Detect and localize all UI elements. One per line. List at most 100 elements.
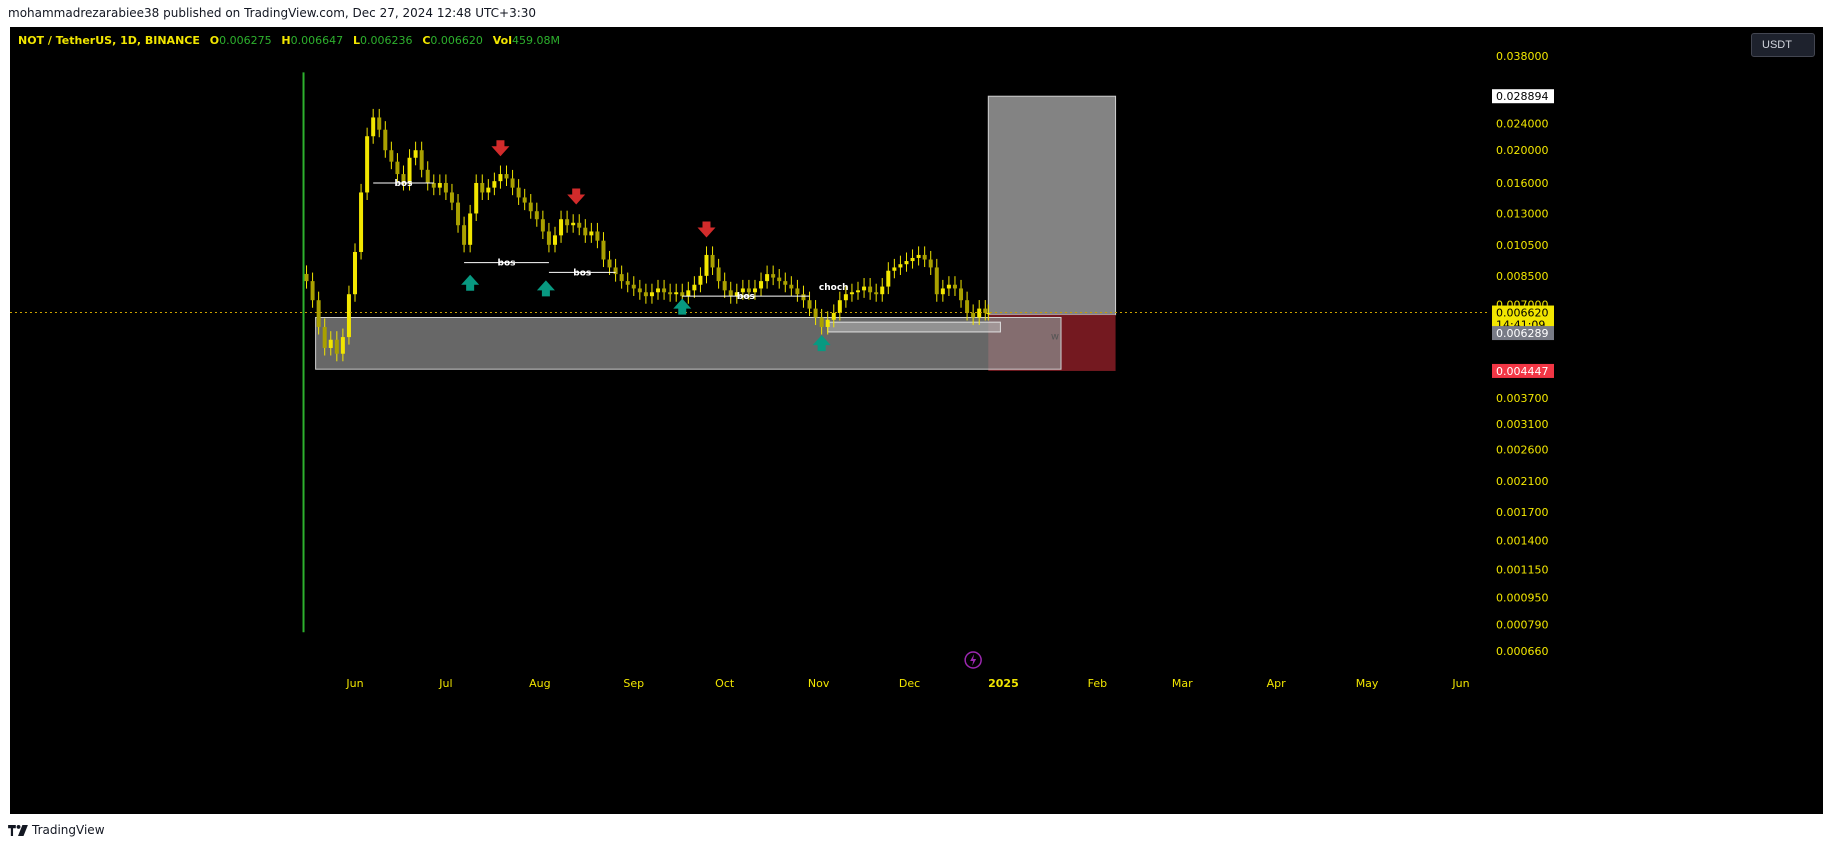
price-tick-label: 0.001400 [1496,535,1549,548]
candle [886,262,891,295]
candle [759,272,764,296]
time-tick-label: Sep [623,677,644,690]
small-zone [827,321,1001,333]
candle [940,279,945,302]
price-tag-text: 0.006289 [1496,327,1549,340]
candle [904,252,909,272]
candle [825,311,830,335]
time-tick-label: Apr [1267,677,1287,690]
candle [389,141,394,170]
low-label: L [352,34,360,47]
currency-button[interactable]: USDT [1751,33,1815,57]
candle [589,222,594,243]
candle [789,276,794,296]
candle [419,141,424,178]
price-tick-label: 0.008500 [1496,270,1549,283]
candle [552,226,557,253]
low-value: 0.006236 [360,34,413,47]
candle [443,174,448,200]
price-tick-label: 0.003100 [1496,418,1549,431]
time-tick-label: May [1356,677,1379,690]
bos-label: bos [737,292,755,302]
candle [340,328,345,362]
candle [856,281,861,300]
time-tick-label: Jun [1451,677,1469,690]
candle [716,258,721,289]
chart-area[interactable]: bos bos bos bos choch w 0.038000 0.024000 0.0200… [10,27,1823,814]
bos-label: bos [394,179,412,189]
candle [934,258,939,302]
vol-label: Vol [492,34,513,47]
price-tick-label: 0.010500 [1496,239,1549,252]
candle [928,250,933,275]
price-tag-text: 0.004447 [1496,365,1549,378]
candle [625,272,630,293]
candle [868,278,873,300]
candle [413,141,418,166]
candle [849,283,854,302]
candle [310,272,315,308]
candle [425,161,430,191]
candle [383,121,388,158]
candle [353,243,357,302]
time-tick-label: Aug [529,677,550,690]
time-tick-label: Jul [438,677,452,690]
up-arrow-icon [812,335,831,352]
price-tick-label: 0.024000 [1496,117,1549,130]
candle [631,276,636,296]
candle [965,291,970,321]
footer-brand[interactable]: TradingView [32,823,105,837]
candle [922,246,927,268]
up-arrow-icon [461,274,480,291]
candle [959,279,964,308]
candle [449,183,454,211]
candle [698,267,703,293]
candle [880,278,885,302]
candle [607,250,612,275]
candle [686,281,691,304]
price-tick-label: 0.000950 [1496,592,1549,605]
lightning-icon [964,651,982,669]
candle [710,246,715,275]
candle [522,188,527,211]
bos-label: bos [573,268,591,278]
candle [431,174,436,196]
price-tick-label: 0.002100 [1496,475,1549,488]
candle [559,210,564,243]
price-tag-gray [1492,326,1554,341]
target-zone [987,95,1117,316]
candle [613,258,618,282]
candle [898,255,903,275]
time-tick-label: Oct [715,677,735,690]
candle [862,278,867,298]
price-chart[interactable]: bos bos bos bos choch w 0.038000 0.024000 0.0200… [10,27,1823,814]
down-arrow-icon [491,140,510,157]
candle [486,179,491,200]
candle [565,210,570,233]
price-tag-current [1492,305,1554,320]
candle [359,183,364,260]
candle [801,285,806,308]
candle [722,272,727,298]
candle [946,276,951,296]
candle [371,108,376,144]
down-arrow-icon [567,188,586,205]
candle [492,172,497,196]
candle [643,283,648,304]
time-tick-label: Feb [1088,677,1107,690]
candle [546,222,551,253]
candle [874,283,879,302]
publisher-line: mohammadrezarabiee38 published on Tradin… [8,6,537,20]
candle [734,283,739,304]
price-tick-label: 0.000790 [1496,619,1549,632]
candle [837,291,842,321]
candle [662,279,667,300]
price-tag-text: 0.028894 [1496,90,1549,103]
w-label: w [1051,332,1059,343]
candle [819,308,824,335]
candle [462,216,467,253]
vol-value: 459.08M [512,34,560,47]
candle [377,108,382,138]
symbol-name[interactable]: NOT / TetherUS, 1D, BINANCE [18,34,200,47]
candle [843,285,848,308]
